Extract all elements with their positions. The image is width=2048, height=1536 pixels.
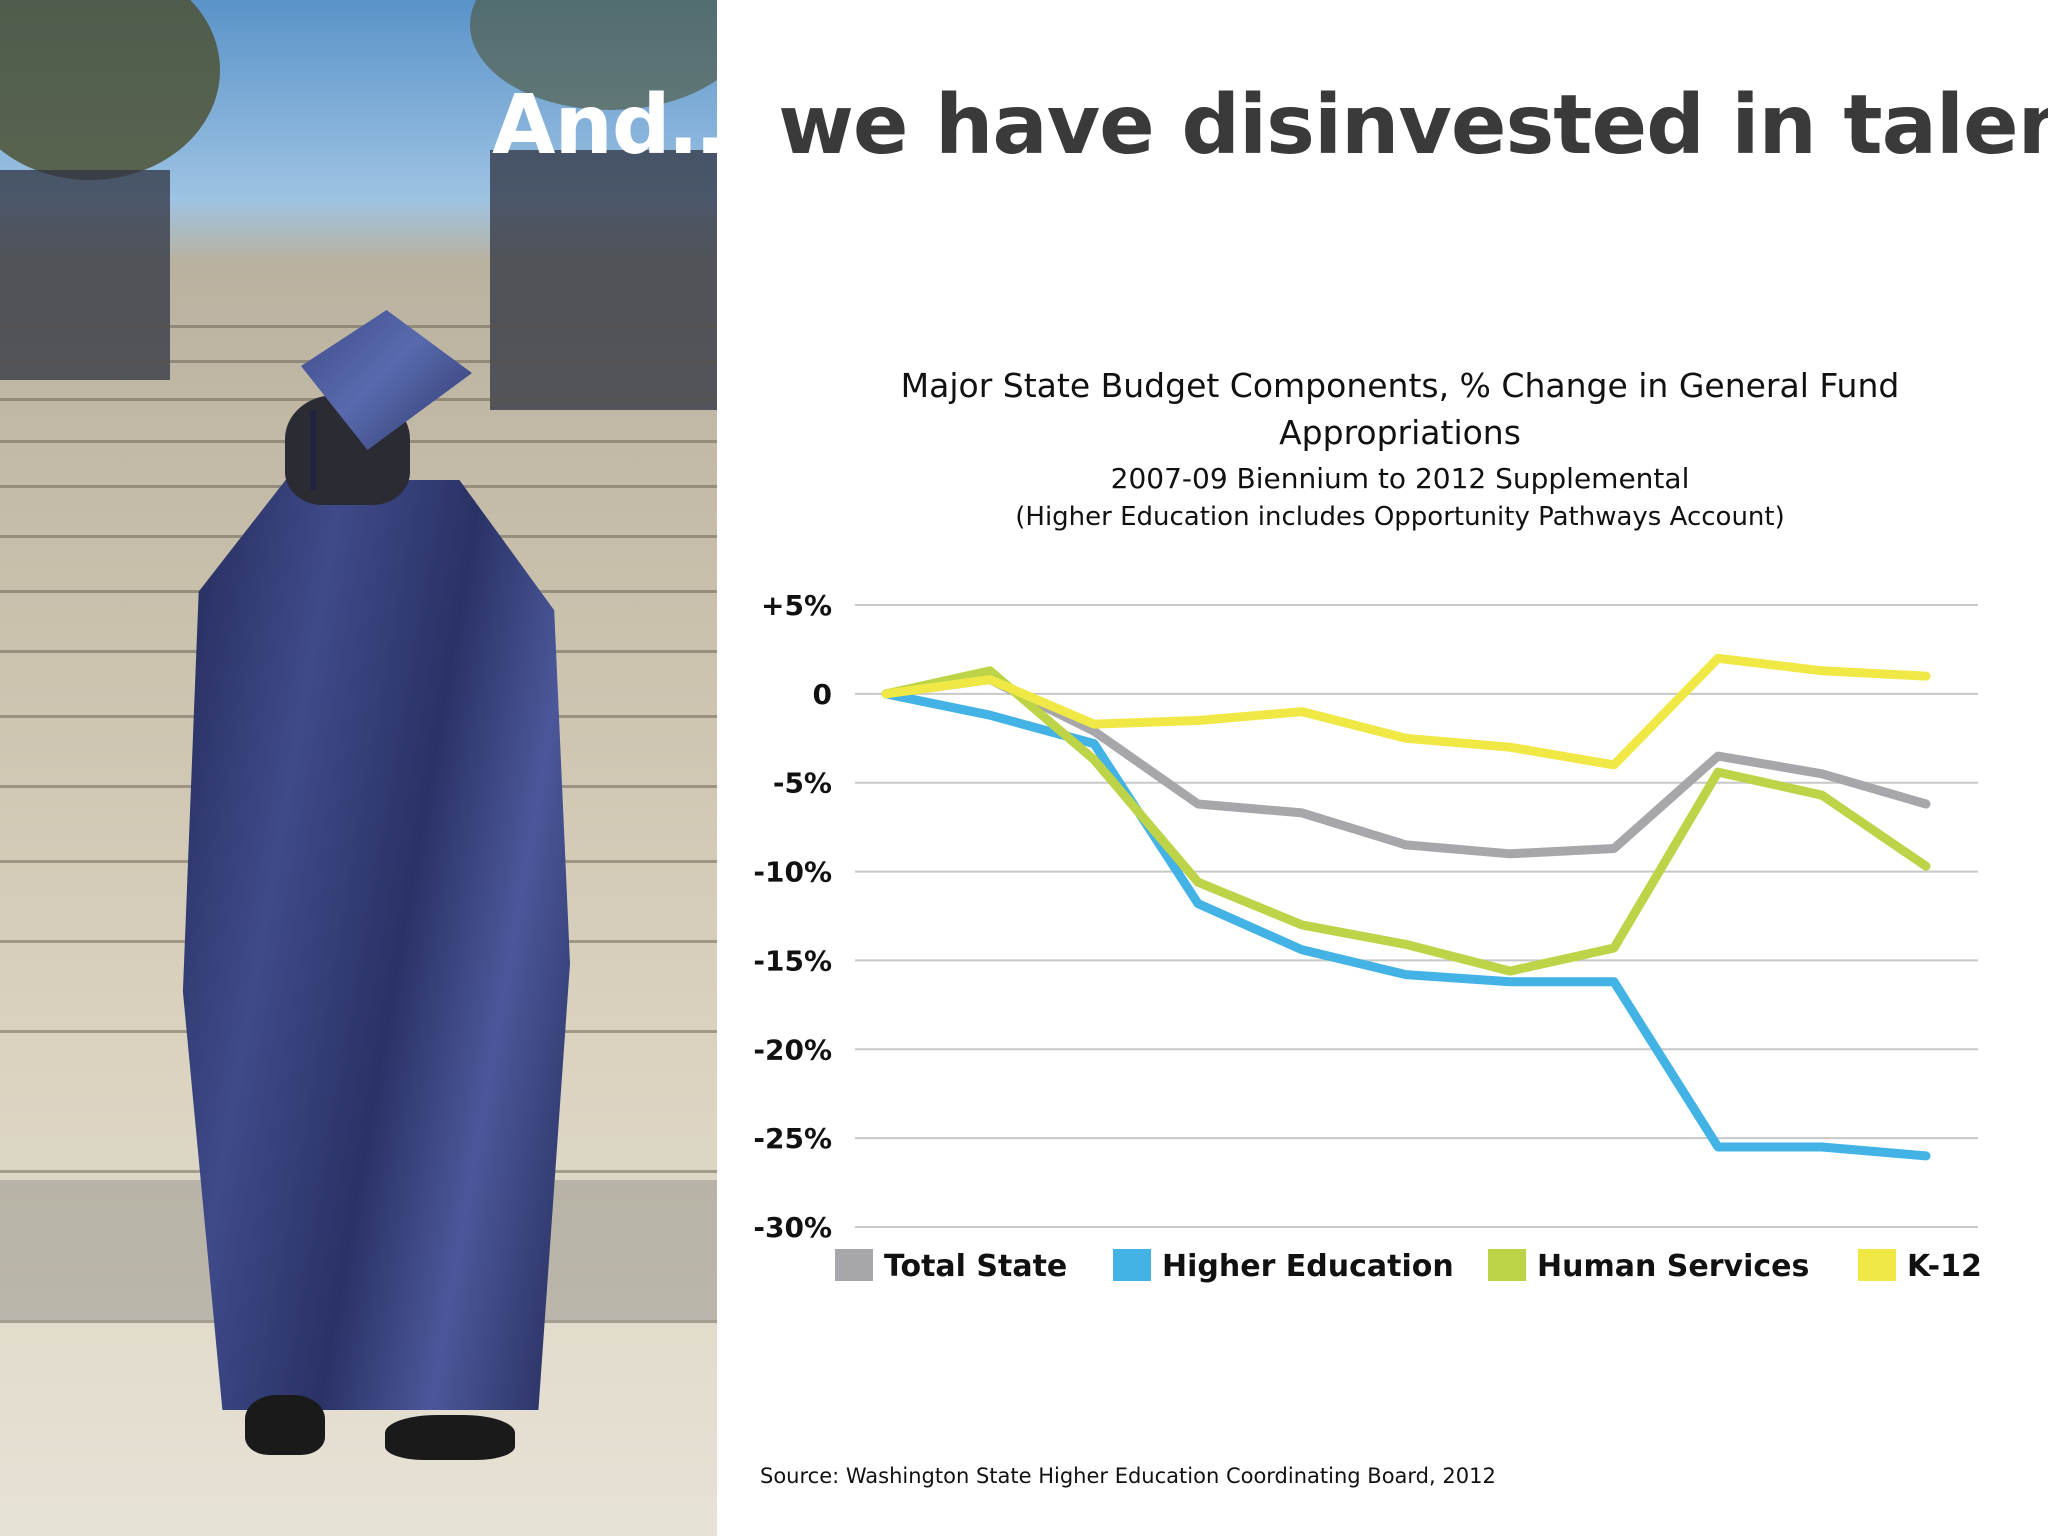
headline-highlight: And… xyxy=(492,78,752,173)
y-tick-label: -10% xyxy=(753,856,832,889)
legend-label-human-services: Human Services xyxy=(1537,1249,1809,1284)
y-tick-label: 0 xyxy=(813,678,832,711)
slide-headline: And… we have disinvested in talent. xyxy=(492,78,2048,173)
y-tick-label: -15% xyxy=(753,944,832,977)
graduation-gown xyxy=(182,480,570,1410)
legend-swatch-higher-education xyxy=(1113,1249,1151,1281)
source-note: Source: Washington State Higher Educatio… xyxy=(760,1464,1496,1488)
graduate-photo xyxy=(0,0,717,1536)
series-line-k-12 xyxy=(881,653,1931,770)
headline-text: we have disinvested in talent. xyxy=(750,78,2048,173)
left-railing xyxy=(0,170,170,380)
cap-tassel xyxy=(310,410,316,490)
y-tick-label: -30% xyxy=(753,1211,832,1244)
right-shoe xyxy=(385,1415,515,1460)
legend-swatch-total-state xyxy=(835,1249,873,1281)
left-shoe xyxy=(245,1395,325,1455)
right-railing xyxy=(490,150,717,410)
legend-label-k-12: K-12 xyxy=(1907,1249,1982,1284)
y-tick-label: -20% xyxy=(753,1033,832,1066)
chart-subtitle: 2007-09 Biennium to 2012 Supplemental xyxy=(1110,462,1690,495)
chart-note: (Higher Education includes Opportunity P… xyxy=(1015,502,1785,532)
chart-title: Major State Budget Components, % Change … xyxy=(900,366,1900,452)
legend-swatch-human-services xyxy=(1488,1249,1526,1281)
y-tick-label: -5% xyxy=(773,767,832,800)
y-tick-label: +5% xyxy=(761,589,832,622)
legend-label-higher-education: Higher Education xyxy=(1162,1249,1454,1284)
y-tick-label: -25% xyxy=(753,1122,832,1155)
legend-label-total-state: Total State xyxy=(884,1249,1067,1284)
series-line-human-services xyxy=(881,666,1931,976)
legend-swatch-k-12 xyxy=(1858,1249,1896,1281)
